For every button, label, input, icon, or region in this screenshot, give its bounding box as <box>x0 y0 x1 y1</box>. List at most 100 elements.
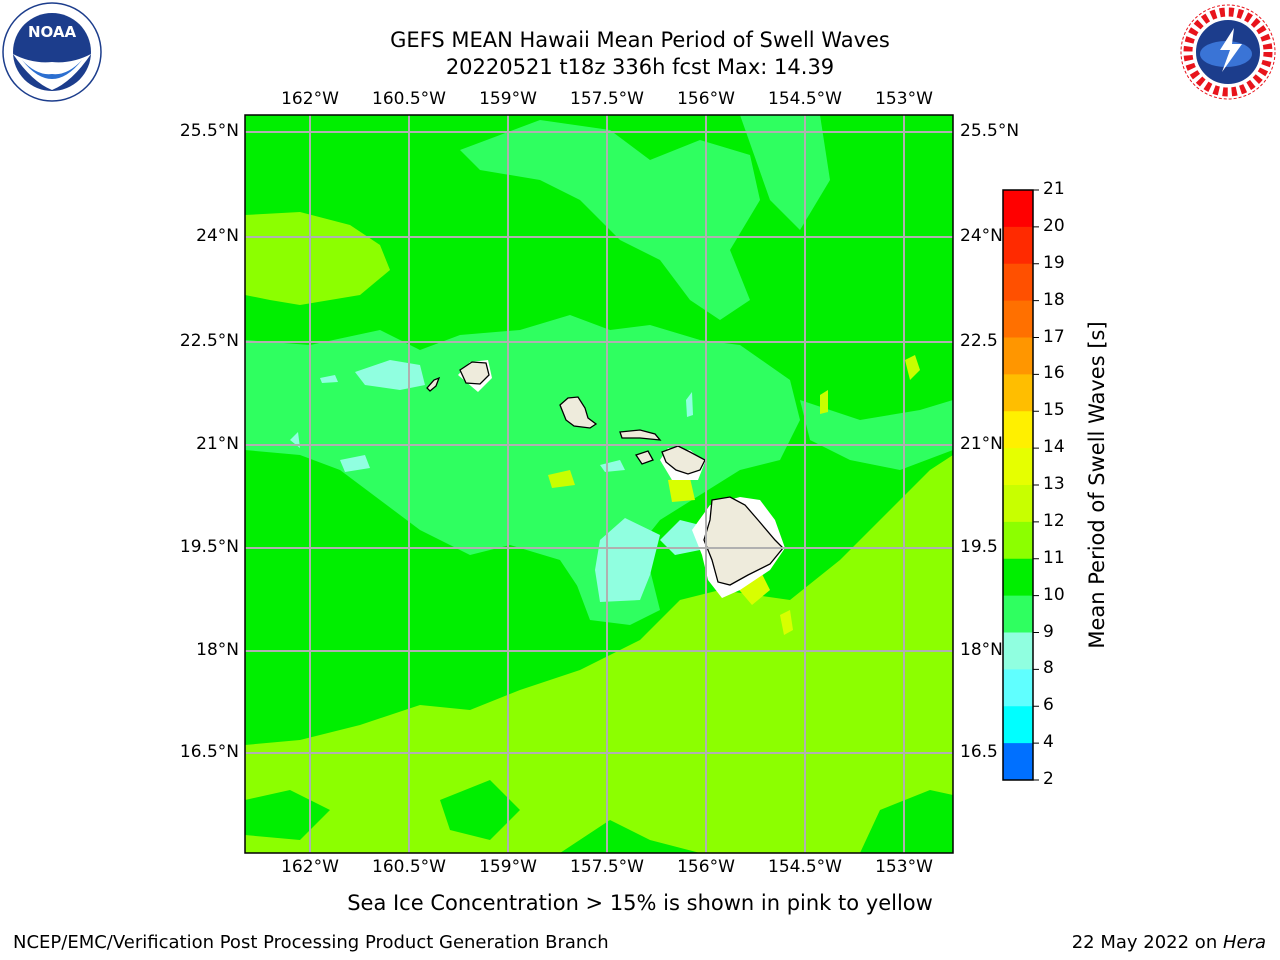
colorbar-tick-label: 15 <box>1043 400 1065 421</box>
colorbar-tick-label: 2 <box>1043 769 1054 789</box>
colorbar-tick-label: 17 <box>1043 326 1065 347</box>
lat-tick-right: 22.5 <box>960 331 998 351</box>
colorbar-segment <box>1003 485 1033 523</box>
colorbar-segment <box>1003 558 1033 597</box>
colorbar-segment <box>1003 632 1033 670</box>
colorbar-label: Mean Period of Swell Waves [s] <box>1085 321 1109 649</box>
colorbar-segment <box>1003 337 1033 375</box>
colorbar-tick-label: 16 <box>1043 363 1065 384</box>
footer-date: 22 May 2022 on Hera <box>1072 932 1266 953</box>
lon-tick-bottom: 153°W <box>875 857 933 877</box>
colorbar-tick-label: 10 <box>1043 584 1065 605</box>
swell-10s-northeast <box>740 115 830 230</box>
lat-tick-right: 25.5°N <box>960 121 1020 141</box>
colorbar-tick-label: 6 <box>1043 695 1054 716</box>
lon-tick-bottom: 157.5°W <box>570 857 644 877</box>
lat-tick-left: 25.5°N <box>179 121 239 141</box>
swell-9s-patch <box>340 455 370 472</box>
island-molokai <box>619 429 662 441</box>
island-lanai <box>634 450 654 465</box>
colorbar-tick-label: 20 <box>1043 215 1065 236</box>
colorbar-segment <box>1003 743 1033 781</box>
lon-tick-top: 154.5°W <box>768 89 842 109</box>
lon-tick-bottom: 156°W <box>677 857 735 877</box>
island-niihau <box>426 376 441 392</box>
swell-11s-southwest <box>245 790 330 840</box>
colorbar-tick-label: 19 <box>1043 252 1065 273</box>
colorbar-tick-label: 12 <box>1043 510 1065 531</box>
colorbar-segment <box>1003 669 1033 707</box>
lon-tick-top: 162°W <box>281 89 339 109</box>
swell-9s-patch <box>320 375 338 383</box>
swell-13s-patch <box>548 470 575 488</box>
colorbar-segment <box>1003 226 1033 265</box>
lon-tick-top: 156°W <box>677 89 735 109</box>
noaa-logo-text: NOAA <box>28 23 77 41</box>
lon-tick-top: 153°W <box>875 89 933 109</box>
swell-11s-southeast <box>860 790 953 853</box>
swell-9s-kauai-west <box>355 360 425 390</box>
colorbar-segment <box>1003 190 1033 228</box>
colorbar-segment <box>1003 263 1033 302</box>
lon-tick-top: 157.5°W <box>570 89 644 109</box>
footer-credit: NCEP/EMC/Verification Post Processing Pr… <box>13 932 609 953</box>
footer-host: Hera <box>1222 932 1266 953</box>
lon-tick-bottom: 154.5°W <box>768 857 842 877</box>
lat-tick-right: 18°N <box>960 640 1003 660</box>
swell-10s-east <box>800 400 953 470</box>
lat-tick-right: 16.5 <box>960 742 998 762</box>
colorbar-segment <box>1003 374 1033 412</box>
lon-tick-top: 160.5°W <box>372 89 446 109</box>
lon-tick-bottom: 159°W <box>479 857 537 877</box>
lon-tick-bottom: 162°W <box>281 857 339 877</box>
footer-date-text: 22 May 2022 on <box>1071 932 1223 953</box>
swell-11s-south <box>560 820 700 853</box>
swell-13s-northwest <box>245 212 390 305</box>
sea-ice-note: Sea Ice Concentration > 15% is shown in … <box>347 891 933 915</box>
colorbar-tick-label: 14 <box>1043 437 1065 458</box>
swell-11s-patch <box>440 780 520 840</box>
chart-subtitle: 20220521 t18z 336h fcst Max: 14.39 <box>445 55 835 79</box>
noaa-logo: NOAA <box>2 2 102 102</box>
swell-14s-patch <box>780 610 793 635</box>
swell-9s-patch <box>686 392 693 417</box>
lat-tick-left: 18°N <box>196 640 239 660</box>
swell-14s-patch <box>668 478 695 502</box>
colorbar-segment <box>1003 521 1033 560</box>
colorbar-tick-label: 8 <box>1043 658 1054 679</box>
colorbar-tick-label: 11 <box>1043 547 1065 568</box>
swell-9s-patch <box>660 520 700 555</box>
lat-tick-left: 24°N <box>196 226 239 246</box>
lat-tick-left: 21°N <box>196 434 239 454</box>
lat-tick-left: 19.5°N <box>179 537 239 557</box>
colorbar-tick-label: 4 <box>1043 732 1054 753</box>
lon-tick-bottom: 160.5°W <box>372 857 446 877</box>
colorbar-segment <box>1003 300 1033 338</box>
island-kauai <box>459 361 490 385</box>
colorbar-tick-label: 18 <box>1043 289 1065 310</box>
chart-title: GEFS MEAN Hawaii Mean Period of Swell Wa… <box>390 28 890 52</box>
colorbar-segment <box>1003 448 1033 486</box>
colorbar-tick-label: 13 <box>1043 474 1065 494</box>
swell-13s-patch <box>820 390 828 414</box>
colorbar-tick-label: 21 <box>1043 179 1065 199</box>
colorbar-segment <box>1003 595 1033 633</box>
swell-14s-patch <box>735 570 770 605</box>
lat-tick-left: 16.5°N <box>179 742 239 762</box>
lat-tick-right: 19.5 <box>960 537 998 557</box>
map-frame <box>244 114 954 854</box>
lat-tick-right: 24°N <box>960 226 1003 246</box>
nws-logo <box>1180 4 1276 100</box>
island-oahu <box>559 396 598 429</box>
swell-9s-south <box>595 518 660 602</box>
colorbar-segment <box>1003 411 1033 449</box>
colorbar-tick-label: 9 <box>1043 621 1054 642</box>
swell-10s-north <box>460 120 760 320</box>
swell-13s-patch <box>905 355 920 380</box>
island-maui <box>661 445 706 475</box>
lon-tick-top: 159°W <box>479 89 537 109</box>
lat-tick-right: 21°N <box>960 434 1003 454</box>
lat-tick-left: 22.5°N <box>179 331 239 351</box>
colorbar-segment <box>1003 706 1033 744</box>
